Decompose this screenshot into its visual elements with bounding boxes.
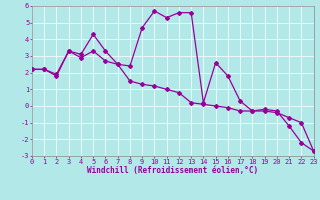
X-axis label: Windchill (Refroidissement éolien,°C): Windchill (Refroidissement éolien,°C) — [87, 166, 258, 175]
